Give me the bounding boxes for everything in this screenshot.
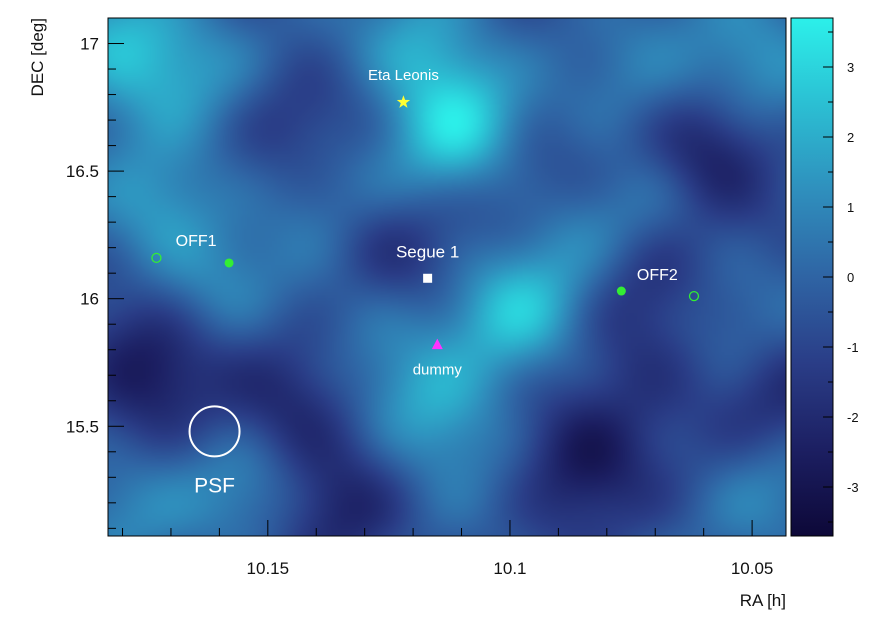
colorbar-tick-label: 3 [847, 60, 854, 75]
significance-map [108, 18, 786, 536]
colorbar-tick-label: -2 [847, 410, 859, 425]
marker-eta-leonis: Eta Leonis [368, 67, 439, 108]
marker-dummy: dummy [413, 338, 463, 379]
y-axis-title: DEC [deg] [28, 18, 47, 96]
colorbar-tick-label: -3 [847, 480, 859, 495]
marker-off2-open [688, 290, 700, 302]
marker-off1: OFF1 [176, 233, 234, 268]
star-icon [396, 95, 411, 108]
triangle-icon [431, 338, 443, 350]
y-axis: 15.5 16 16.5 17 [66, 35, 124, 529]
x-tick-label: 10.05 [731, 559, 774, 578]
square-icon [423, 273, 433, 283]
psf-label: PSF [194, 474, 235, 497]
marker-off1-open [151, 252, 162, 264]
marker-segue-1: Segue 1 [396, 242, 459, 283]
filled-circle-icon [616, 286, 626, 296]
colorbar-tick-label: 1 [847, 200, 854, 215]
y-tick-label: 17 [80, 35, 99, 54]
x-axis-title: RA [h] [740, 591, 786, 610]
marker-label-dummy: dummy [413, 362, 463, 379]
psf-indicator: PSF [188, 405, 241, 497]
colorbar-tick-label: -1 [847, 340, 859, 355]
marker-off2: OFF2 [616, 267, 678, 296]
plot-frame [107, 17, 787, 537]
x-tick-label: 10.15 [247, 559, 290, 578]
psf-circle [188, 405, 241, 458]
colorbar-ticks: -3 -2 -1 0 1 2 3 [823, 31, 859, 523]
colorbar-tick-label: 2 [847, 130, 854, 145]
y-tick-label: 15.5 [66, 417, 99, 436]
y-tick-label: 16 [80, 290, 99, 309]
colorbar-tick-label: 0 [847, 270, 854, 285]
open-circle-icon [151, 252, 162, 264]
marker-label-segue-1: Segue 1 [396, 242, 459, 261]
source-markers: Eta Leonis Segue 1 dummy OFF1 OFF2 [151, 67, 700, 379]
heatmap-area [108, 18, 786, 536]
marker-label-eta-leonis: Eta Leonis [368, 67, 439, 84]
colorbar: -3 -2 -1 0 1 2 3 [790, 17, 859, 537]
y-tick-label: 16.5 [66, 162, 99, 181]
filled-circle-icon [224, 258, 234, 268]
marker-label-off2: OFF2 [637, 267, 678, 284]
open-circle-icon [688, 290, 700, 302]
x-tick-label: 10.1 [493, 559, 526, 578]
marker-label-off1: OFF1 [176, 233, 217, 250]
x-axis: 10.15 10.1 10.05 [122, 520, 774, 578]
